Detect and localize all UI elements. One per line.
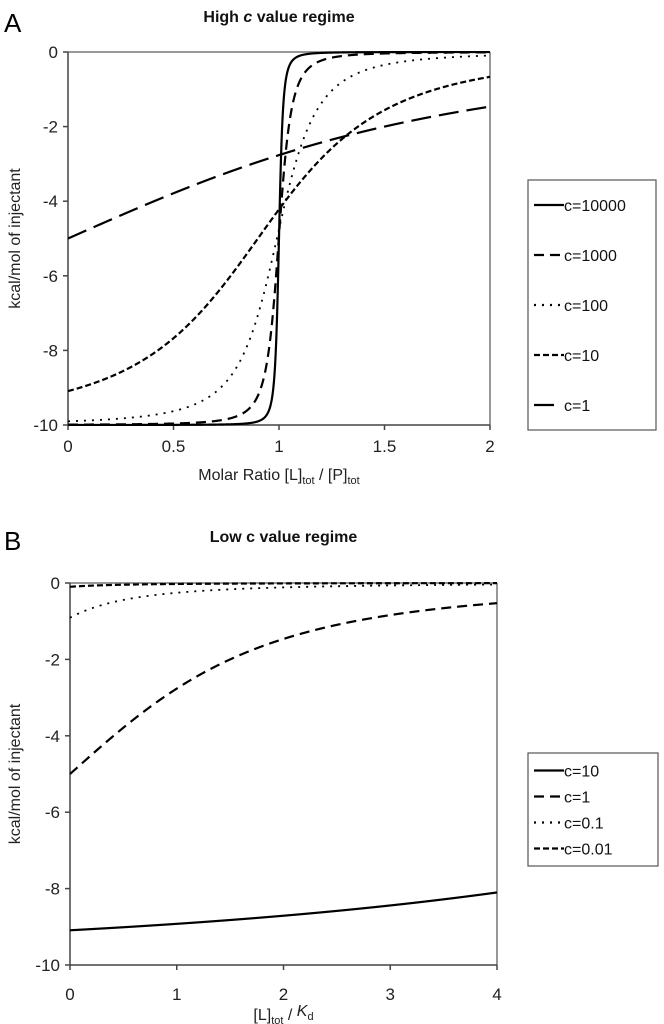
- chart-title-part: value regime: [252, 9, 354, 26]
- x-axis-label-part: /: [283, 1007, 296, 1024]
- series-line-c-0-1: [70, 583, 497, 619]
- x-axis-label-part: d: [307, 1011, 313, 1023]
- x-axis-label-part: / [P]: [315, 467, 348, 484]
- y-axis-label: kcal/mol of injectant: [7, 168, 24, 309]
- x-axis-label-part: [L]: [253, 1007, 271, 1024]
- chart-title: High c value regime: [203, 9, 354, 26]
- chart-title-italic: c: [243, 9, 252, 26]
- legend-label: c=10: [564, 348, 599, 365]
- y-tick-label: -2: [43, 118, 58, 137]
- y-tick-label: -10: [33, 416, 58, 435]
- x-tick-label: 2: [279, 985, 288, 1004]
- x-tick-label: 4: [492, 985, 501, 1004]
- y-axis-label: kcal/mol of injectant: [7, 703, 24, 844]
- y-tick-label: -8: [43, 341, 58, 360]
- chart-title-part: High: [203, 9, 243, 26]
- x-axis-label-part: tot: [271, 1015, 283, 1024]
- x-tick-label: 1: [274, 437, 283, 456]
- series-line-c-0-01: [70, 582, 497, 588]
- legend: c=10000 c=1000 c=100 c=10 c=1: [527, 179, 657, 431]
- legend-label: c=1000: [564, 248, 617, 265]
- x-axis-label-part: Molar Ratio [L]: [198, 467, 302, 484]
- legend: c=10 c=1 c=0.1 c=0.01: [527, 752, 659, 867]
- x-axis-label: [L]tot / Kd: [253, 1003, 313, 1024]
- y-tick-label: -10: [35, 956, 60, 975]
- y-tick-label: -6: [45, 803, 60, 822]
- panel-label: B: [4, 526, 21, 556]
- series-line-c-10: [68, 75, 490, 393]
- legend-label: c=0.1: [564, 816, 604, 833]
- series-line-c-1: [68, 105, 490, 240]
- legend-label: c=1: [564, 790, 590, 807]
- legend-label: c=100: [564, 298, 608, 315]
- x-tick-label: 0: [65, 985, 74, 1004]
- series-line-c-10: [70, 891, 497, 932]
- series-line-c-1: [70, 602, 497, 775]
- legend-label: c=0.01: [564, 842, 613, 859]
- x-axis-label-part: tot: [347, 475, 359, 487]
- y-tick-label: -4: [45, 727, 60, 746]
- x-axis-label-part: tot: [302, 475, 314, 487]
- legend-label: c=1: [564, 398, 590, 415]
- legend-box: [527, 179, 657, 431]
- chart-title-part: Low c value regime: [210, 529, 358, 546]
- legend-label: c=10: [564, 764, 599, 781]
- x-tick-label: 3: [386, 985, 395, 1004]
- x-tick-label: 0: [63, 437, 72, 456]
- y-tick-label: 0: [51, 574, 60, 593]
- y-tick-label: 0: [49, 43, 58, 62]
- x-tick-label: 2: [485, 437, 494, 456]
- legend-label: c=10000: [564, 198, 626, 215]
- legend-box: [527, 752, 659, 867]
- chart-title: Low c value regime: [210, 529, 358, 546]
- y-tick-label: -8: [45, 880, 60, 899]
- series-line-c-1000: [68, 51, 490, 426]
- x-axis-label-part: K: [297, 1003, 309, 1020]
- x-tick-label: 1.5: [373, 437, 397, 456]
- x-axis-label: Molar Ratio [L]tot / [P]tot: [198, 467, 359, 487]
- panel-A: A High c value regime 0 0.5 1 1.5 2 0 -2 -4 -6 -8 -1…: [4, 8, 657, 487]
- y-tick-label: -4: [43, 192, 58, 211]
- panel-label: A: [4, 8, 22, 38]
- panel-B: B Low c value regime 0 1 2 3 4 0 -2 -4 -6 -8 -10 [L]t…: [4, 526, 659, 1024]
- x-tick-label: 1: [172, 985, 181, 1004]
- x-tick-label: 0.5: [162, 437, 186, 456]
- y-tick-label: -2: [45, 650, 60, 669]
- y-tick-label: -6: [43, 267, 58, 286]
